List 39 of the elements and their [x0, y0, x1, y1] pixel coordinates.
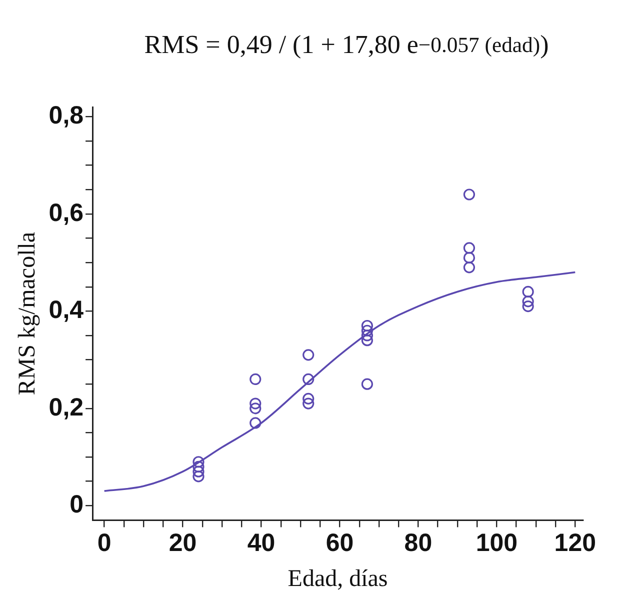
x-tick-label: 20 [168, 529, 197, 558]
point [250, 373, 262, 386]
point [522, 300, 534, 312]
point [192, 470, 204, 482]
x-tick-label: 120 [554, 529, 596, 558]
point [361, 320, 374, 332]
point [302, 398, 314, 410]
point [302, 392, 314, 404]
point [302, 373, 314, 386]
y-tick-label: 0 [70, 490, 84, 519]
point [250, 417, 262, 429]
point [522, 286, 534, 298]
y-axis-title: RMS kg/macolla [14, 232, 41, 396]
point [361, 378, 374, 390]
point [463, 262, 476, 274]
point [463, 242, 476, 254]
x-tick-label: 80 [404, 529, 432, 558]
line-series [103, 271, 576, 492]
point [361, 330, 374, 342]
point [192, 456, 204, 468]
x-axis-title: Edad, días [288, 566, 388, 592]
point [192, 460, 204, 473]
x-tick-label: 60 [326, 529, 354, 558]
y-tick-label: 0,8 [48, 102, 84, 130]
point [522, 296, 534, 308]
point [361, 324, 374, 336]
point [361, 334, 374, 346]
x-tick-label: 40 [247, 529, 276, 558]
point [463, 188, 476, 200]
point [463, 252, 476, 264]
point [250, 402, 262, 414]
point [302, 349, 314, 361]
y-tick-label: 0,4 [48, 296, 84, 324]
y-tick-label: 0,6 [48, 198, 84, 227]
y-tick-label: 0,2 [48, 393, 84, 422]
x-tick-label: 100 [476, 529, 518, 558]
point [250, 398, 262, 410]
point [192, 466, 204, 478]
x-tick-label: 0 [97, 529, 112, 558]
